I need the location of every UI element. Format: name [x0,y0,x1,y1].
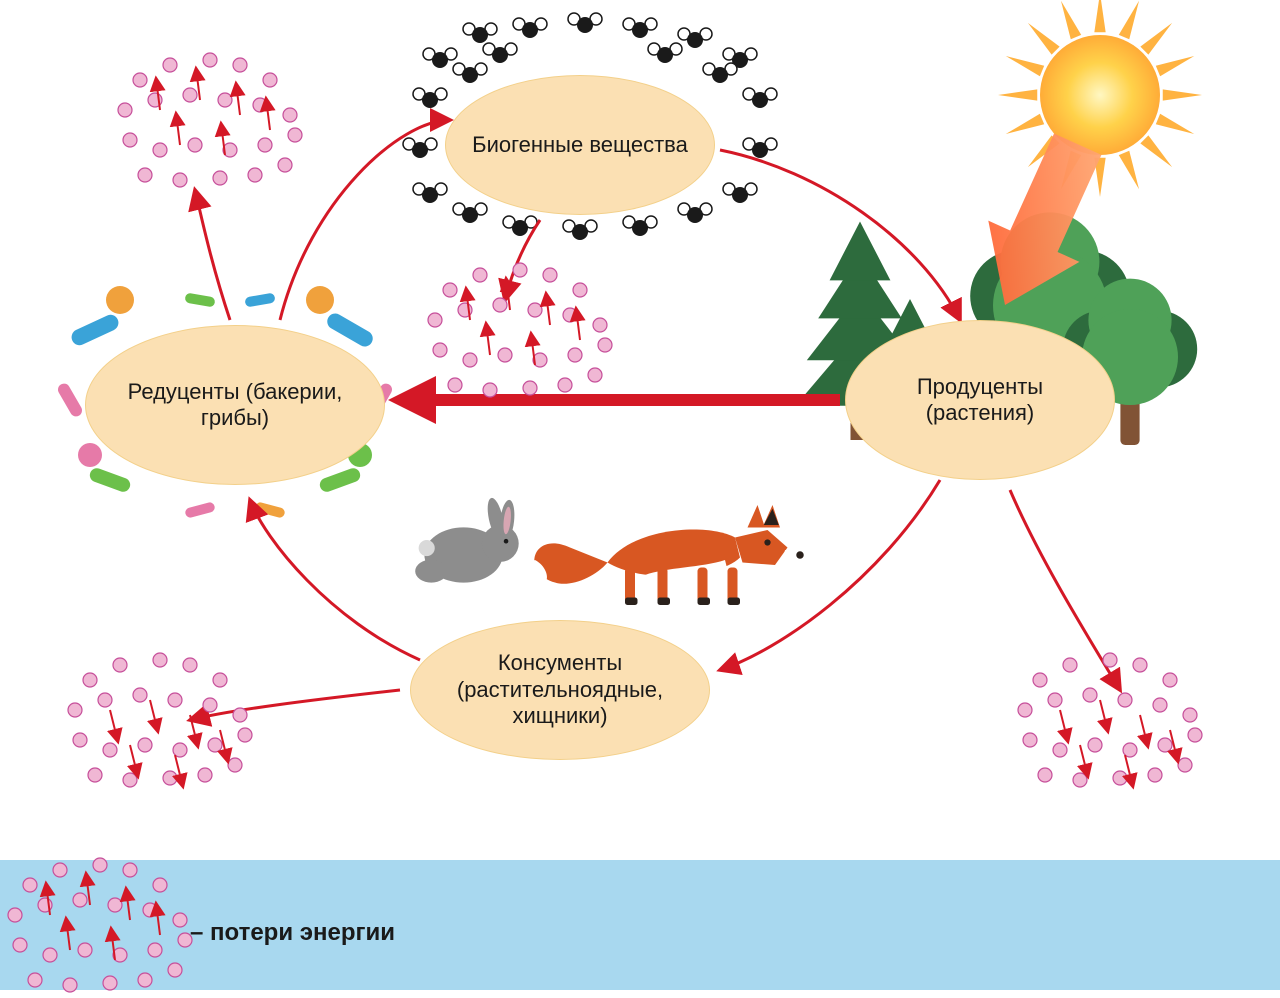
legend-text: – потери энергии [190,919,395,947]
bacteria-icon [88,466,132,494]
molecule-icon [413,88,447,108]
molecule-icon [413,183,447,203]
bacteria-icon [184,501,216,518]
bacteria-icon [184,292,215,307]
node-label: Консументы (растительноядные, хищники) [425,650,695,729]
molecule-icon [703,63,737,83]
molecule-icon [483,43,517,63]
molecule-icon [678,203,712,223]
rabbit-icon [415,497,519,583]
molecule-icon [568,13,602,33]
bacteria-icon [318,466,362,494]
cycle-arrow [250,500,420,660]
fox-icon [527,505,803,605]
molecule-icon [563,220,597,240]
molecule-icon [453,203,487,223]
node-producers: Продуценты (растения) [845,320,1115,480]
diagram-stage: Биогенные вещества Продуценты (растения)… [0,0,1280,998]
node-label: Редуценты (бакерии, грибы) [100,379,370,432]
molecule-icon [743,138,777,158]
energy-loss-cluster [68,653,252,787]
node-biogenic-substances: Биогенные вещества [445,75,715,215]
bacteria-icon [106,286,134,314]
sun-icon [998,0,1202,197]
molecule-icon [453,63,487,83]
energy-loss-leader-arrow [190,690,400,720]
molecule-icon [513,18,547,38]
bacteria-icon [306,286,334,314]
node-label: Продуценты (растения) [860,374,1100,427]
energy-loss-cluster [428,263,612,397]
bacteria-icon [69,312,121,348]
molecule-icon [463,23,497,43]
molecule-icon [623,18,657,38]
cycle-arrow [720,480,940,670]
bacteria-icon [78,443,102,467]
molecule-icon [623,216,657,236]
molecule-icon [723,183,757,203]
energy-loss-cluster [118,53,302,187]
molecule-icon [743,88,777,108]
node-label: Биогенные вещества [472,132,688,158]
node-consumers: Консументы (растительноядные, хищники) [410,620,710,760]
bacteria-icon [56,381,84,418]
molecule-icon [403,138,437,158]
molecule-icon [648,43,682,63]
bacteria-icon [244,292,275,307]
molecule-icon [423,48,457,68]
molecule-icon [678,28,712,48]
node-decomposers: Редуценты (бакерии, грибы) [85,325,385,485]
